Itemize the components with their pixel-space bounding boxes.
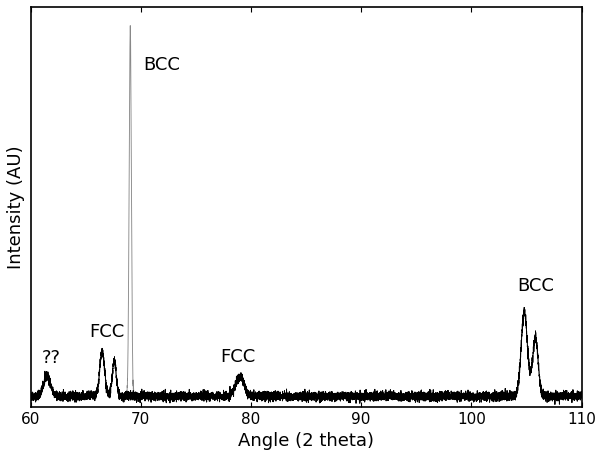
Text: ??: ?? (42, 350, 60, 367)
Y-axis label: Intensity (AU): Intensity (AU) (7, 145, 25, 269)
Text: BCC: BCC (518, 276, 555, 295)
Text: BCC: BCC (143, 56, 180, 74)
Text: FCC: FCC (89, 323, 124, 341)
Text: FCC: FCC (220, 348, 255, 366)
X-axis label: Angle (2 theta): Angle (2 theta) (238, 432, 374, 450)
